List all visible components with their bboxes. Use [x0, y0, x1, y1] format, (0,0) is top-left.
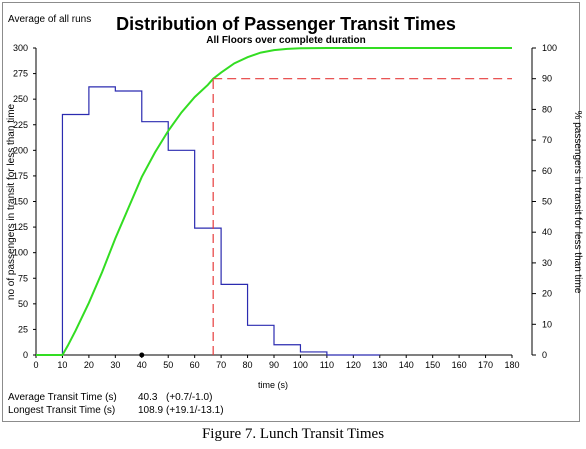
y-left-tick-label: 25 — [18, 324, 28, 334]
y-axis-label-left: no of passengers in transit for less tha… — [6, 103, 17, 300]
y-right-tick-label: 90 — [542, 74, 552, 84]
x-tick-label: 100 — [293, 360, 308, 370]
x-tick-label: 180 — [504, 360, 519, 370]
x-tick-label: 160 — [452, 360, 467, 370]
x-tick-label: 0 — [33, 360, 38, 370]
y-right-tick-label: 70 — [542, 135, 552, 145]
y-left-tick-label: 150 — [13, 197, 28, 207]
y-right-tick-label: 10 — [542, 319, 552, 329]
stats-block: Average Transit Time (s) 40.3 (+0.7/-1.0… — [8, 392, 224, 416]
y-left-tick-label: 50 — [18, 299, 28, 309]
x-tick-label: 60 — [190, 360, 200, 370]
y-left-tick-label: 275 — [13, 69, 28, 79]
y-right-tick-label: 100 — [542, 43, 557, 53]
x-tick-label: 140 — [399, 360, 414, 370]
avg-transit-range: (+0.7/-1.0) — [166, 392, 212, 403]
cumulative-line — [36, 47, 512, 356]
chart-subtitle: All Floors over complete duration — [206, 35, 365, 46]
average-marker — [139, 352, 145, 358]
x-tick-label: 90 — [269, 360, 279, 370]
y-right-tick-label: 20 — [542, 289, 552, 299]
y-left-tick-label: 100 — [13, 248, 28, 258]
series-layer — [36, 47, 512, 358]
y-right-tick-label: 80 — [542, 104, 552, 114]
tick-labels: 0 10 20 30 40 50 60 70 80 90 100 110 120 130 140 150 160… — [13, 43, 557, 370]
chart-title: Distribution of Passenger Transit Times — [116, 14, 456, 34]
y-axis-label-right: % passengers in transit for less than ti… — [572, 111, 583, 294]
y-left-tick-label: 75 — [18, 273, 28, 283]
x-tick-label: 70 — [216, 360, 226, 370]
y-right-tick-label: 40 — [542, 227, 552, 237]
corner-label: Average of all runs — [8, 14, 91, 25]
y-left-tick-label: 300 — [13, 43, 28, 53]
x-tick-label: 150 — [425, 360, 440, 370]
y-right-tick-label: 30 — [542, 258, 552, 268]
y-left-tick-label: 125 — [13, 222, 28, 232]
x-tick-label: 20 — [84, 360, 94, 370]
x-tick-label: 110 — [320, 360, 334, 370]
avg-transit-value: 40.3 — [138, 392, 158, 403]
transit-times-chart: Average of all runs Distribution of Pass… — [6, 14, 583, 416]
x-tick-label: 30 — [110, 360, 120, 370]
x-tick-label: 170 — [478, 360, 493, 370]
histogram-line — [36, 86, 380, 356]
longest-transit-range: (+19.1/-13.1) — [166, 405, 224, 416]
y-right-tick-label: 0 — [542, 350, 547, 360]
y-left-tick-label: 200 — [13, 145, 28, 155]
y-right-tick-label: 60 — [542, 166, 552, 176]
x-tick-label: 80 — [243, 360, 253, 370]
axes — [33, 47, 536, 358]
x-tick-label: 130 — [372, 360, 387, 370]
y-left-tick-label: 225 — [13, 120, 28, 130]
y-left-tick-label: 0 — [23, 350, 28, 360]
longest-transit-value: 108.9 — [138, 405, 163, 416]
y-left-tick-label: 250 — [13, 94, 28, 104]
figure-caption: Figure 7. Lunch Transit Times — [201, 426, 385, 442]
x-tick-label: 50 — [163, 360, 173, 370]
x-tick-label: 10 — [57, 360, 67, 370]
longest-transit-label: Longest Transit Time (s) — [8, 405, 115, 416]
chart-frame — [2, 2, 580, 422]
avg-transit-label: Average Transit Time (s) — [8, 392, 117, 403]
y-right-tick-label: 50 — [542, 197, 552, 207]
x-tick-label: 40 — [137, 360, 147, 370]
x-tick-label: 120 — [346, 360, 361, 370]
x-axis-label: time (s) — [258, 380, 288, 390]
y-left-tick-label: 175 — [13, 171, 28, 181]
